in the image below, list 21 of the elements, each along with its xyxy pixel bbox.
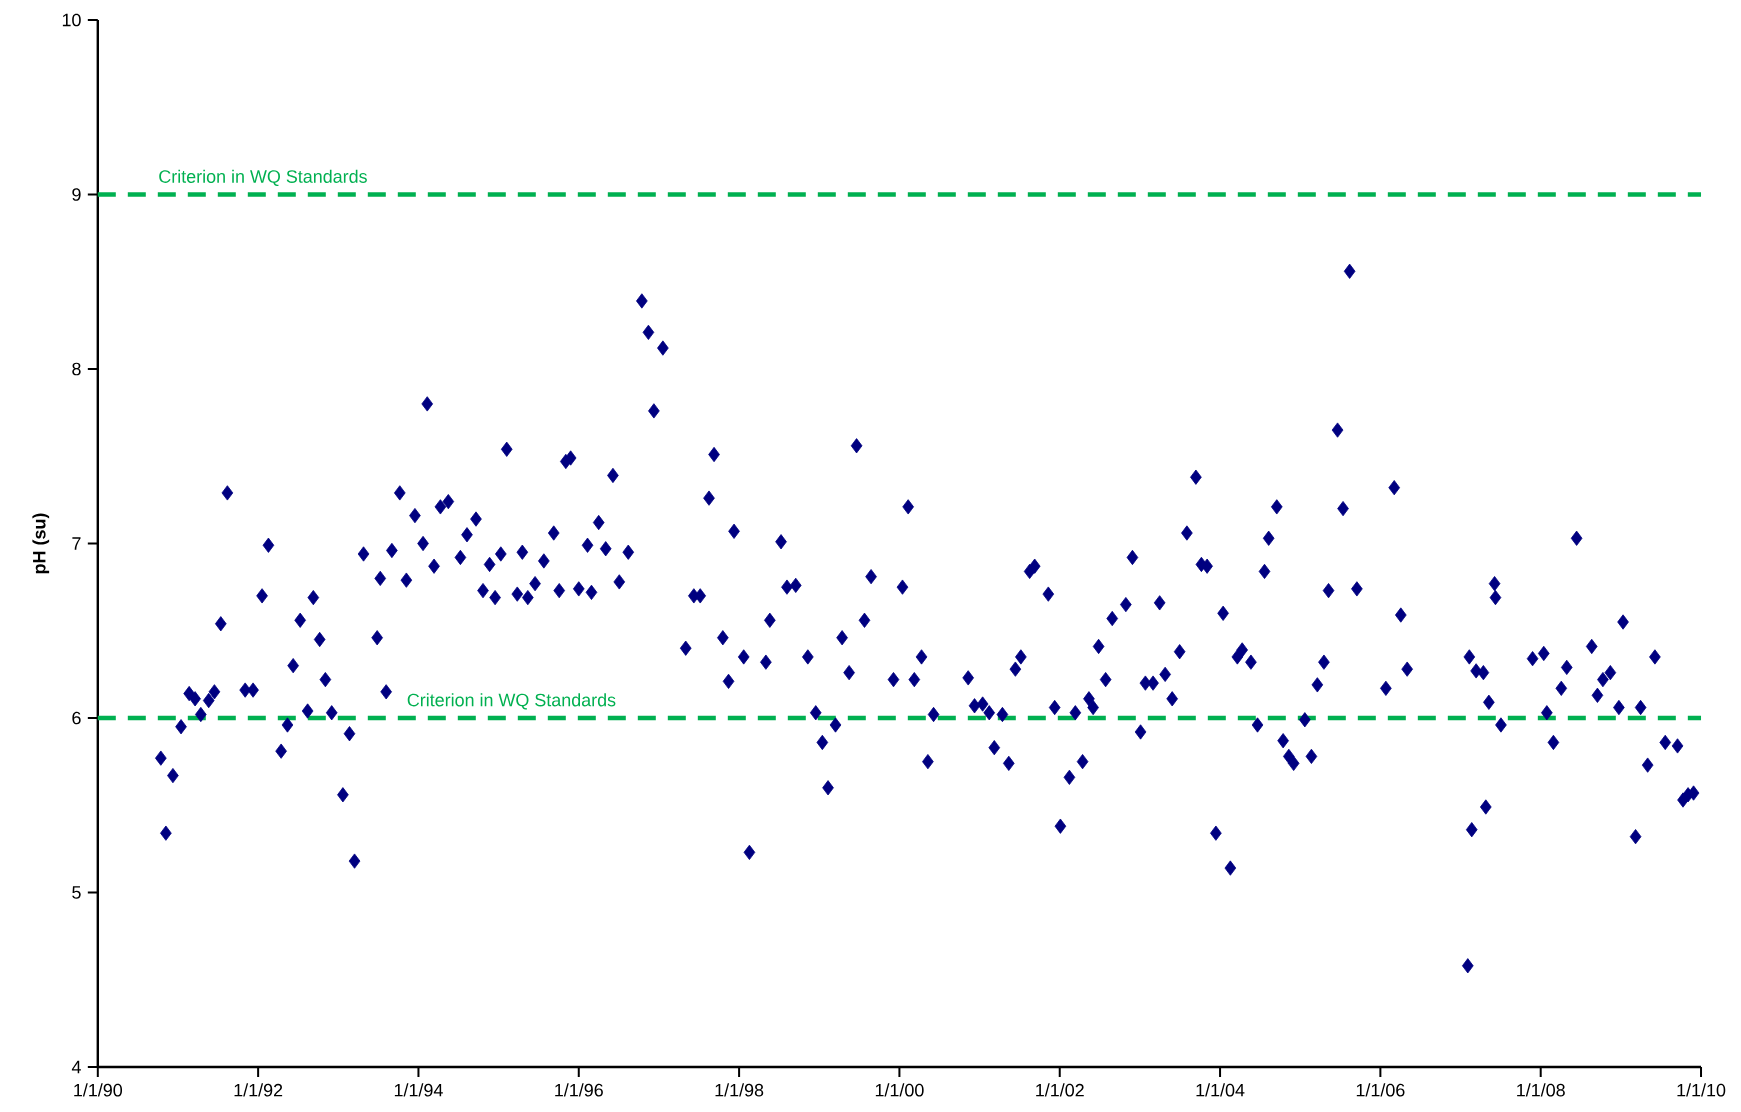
ref-line-label: Criterion in WQ Standards bbox=[159, 169, 367, 187]
x-tick-label: 1/1/90 bbox=[74, 1083, 123, 1097]
x-tick-label: 1/1/96 bbox=[555, 1083, 603, 1097]
y-tick-label: 10 bbox=[62, 13, 81, 27]
y-tick-label: 9 bbox=[72, 188, 81, 201]
y-tick-label: 7 bbox=[72, 537, 81, 550]
y-tick-label: 6 bbox=[72, 711, 81, 725]
x-tick-label: 1/1/06 bbox=[1356, 1083, 1405, 1097]
ref-line-label: Criterion in WQ Standards bbox=[407, 693, 616, 710]
x-tick-label: 1/1/00 bbox=[875, 1083, 924, 1097]
x-tick-label: 1/1/04 bbox=[1196, 1083, 1245, 1097]
y-axis-title: pH (su) bbox=[32, 513, 50, 574]
x-tick-label: 1/1/08 bbox=[1517, 1083, 1565, 1097]
x-tick-label: 1/1/98 bbox=[715, 1083, 764, 1097]
x-tick-label: 1/1/92 bbox=[234, 1083, 283, 1097]
y-tick-label: 8 bbox=[72, 362, 81, 376]
x-tick-label: 1/1/10 bbox=[1677, 1083, 1726, 1097]
x-tick-label: 1/1/94 bbox=[394, 1083, 443, 1097]
y-tick-label: 4 bbox=[71, 1060, 81, 1074]
x-tick-label: 1/1/02 bbox=[1036, 1083, 1084, 1097]
y-tick-label: 5 bbox=[72, 886, 81, 899]
